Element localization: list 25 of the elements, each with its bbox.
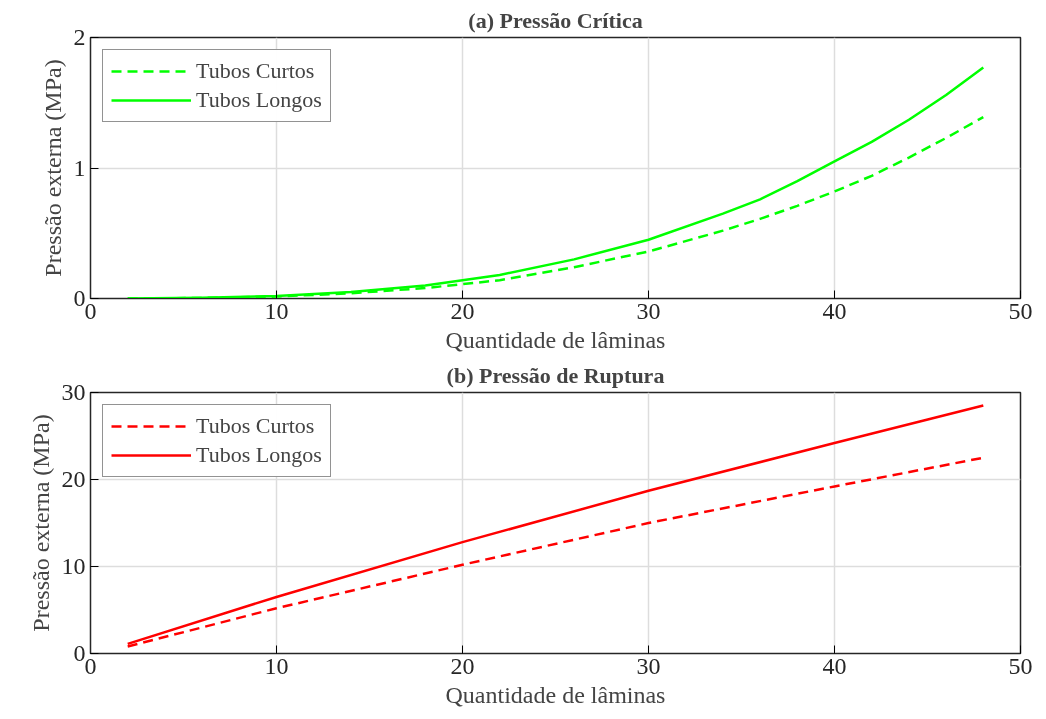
x-tick-label: 10 bbox=[264, 652, 289, 679]
x-tick-label: 10 bbox=[264, 297, 289, 324]
x-axis-title: Quantidade de lâminas bbox=[445, 326, 666, 353]
legend-label: Tubos Curtos bbox=[196, 58, 315, 84]
legend-label: Tubos Curtos bbox=[196, 413, 315, 439]
x-tick-label: 40 bbox=[822, 297, 847, 324]
chart-title: (b) Pressão de Ruptura bbox=[446, 362, 665, 388]
y-tick-label: 10 bbox=[61, 553, 86, 579]
x-tick-label: 40 bbox=[822, 652, 847, 679]
x-tick-label: 30 bbox=[636, 652, 661, 679]
y-tick-label: 2 bbox=[73, 24, 86, 50]
x-tick-label: 20 bbox=[450, 297, 475, 324]
y-axis-title: Pressão externa (MPa) bbox=[39, 59, 66, 277]
y-tick-label: 30 bbox=[61, 379, 86, 405]
legend-label: Tubos Longos bbox=[196, 87, 322, 113]
y-tick-label: 1 bbox=[73, 154, 86, 181]
x-tick-label: 30 bbox=[636, 297, 661, 324]
x-tick-label: 50 bbox=[1008, 297, 1033, 324]
x-tick-label: 50 bbox=[1008, 652, 1033, 679]
y-axis-title: Pressão externa (MPa) bbox=[27, 414, 54, 632]
x-axis-title: Quantidade de lâminas bbox=[445, 681, 666, 708]
legend-label: Tubos Longos bbox=[196, 442, 322, 468]
x-tick-label: 20 bbox=[450, 652, 475, 679]
y-tick-label: 20 bbox=[61, 466, 86, 492]
chart-title: (a) Pressão Crítica bbox=[468, 7, 643, 33]
